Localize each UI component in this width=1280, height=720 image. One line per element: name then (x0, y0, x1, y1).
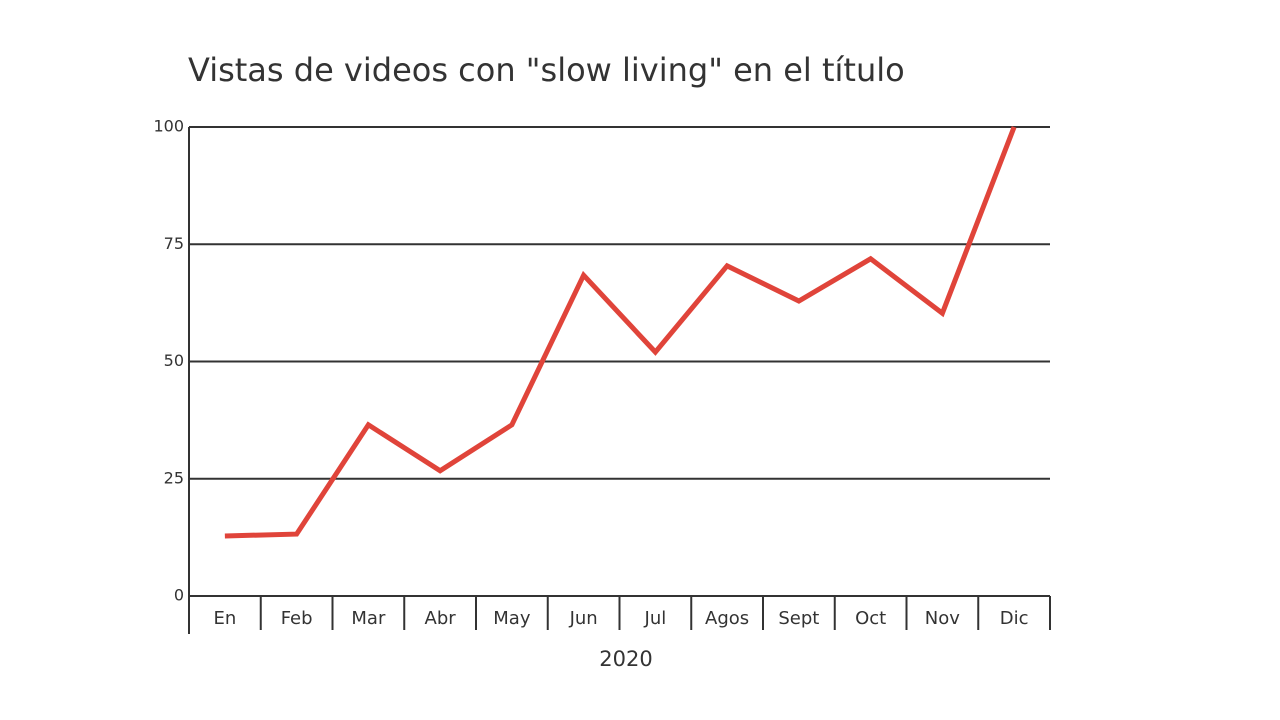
x-tick-label: Jun (569, 608, 598, 629)
x-axis-label: 2020 (599, 647, 652, 671)
x-tick-label: Dic (1000, 608, 1029, 629)
x-tick-label: Jul (644, 608, 667, 629)
y-tick-label: 50 (164, 351, 184, 370)
x-tick-label: Sept (778, 608, 819, 629)
y-tick-label: 75 (164, 234, 184, 253)
x-tick-label: Abr (425, 608, 457, 629)
x-tick-label: Feb (281, 608, 313, 629)
x-tick-label: Nov (925, 608, 960, 629)
y-tick-label: 25 (164, 468, 184, 487)
line-series (224, 126, 1017, 539)
chart-title: Vistas de videos con "slow living" en el… (188, 51, 905, 89)
x-tick-label: Oct (855, 608, 886, 629)
y-tick-label: 100 (153, 117, 184, 136)
x-tick-label: Mar (351, 608, 386, 629)
x-tick-label: May (493, 608, 531, 629)
y-tick-label: 0 (174, 586, 184, 605)
x-tick-label: En (213, 608, 236, 629)
x-tick-label: Agos (705, 608, 749, 629)
